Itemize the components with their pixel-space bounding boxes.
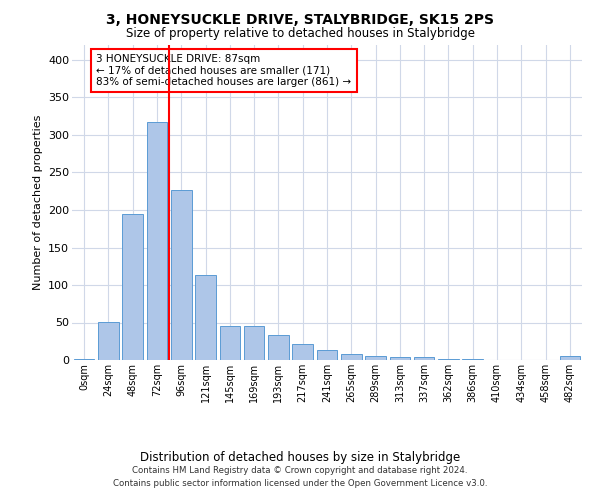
Bar xyxy=(268,334,289,360)
Bar xyxy=(463,359,483,360)
Bar xyxy=(220,326,240,360)
Bar xyxy=(292,344,313,360)
Bar xyxy=(560,356,580,360)
Bar xyxy=(244,326,265,360)
Bar xyxy=(317,350,337,360)
Bar xyxy=(74,358,94,360)
Bar xyxy=(341,354,362,360)
Text: Distribution of detached houses by size in Stalybridge: Distribution of detached houses by size … xyxy=(140,451,460,464)
Bar xyxy=(98,322,119,360)
Bar xyxy=(171,190,191,360)
Bar xyxy=(389,357,410,360)
Text: 3, HONEYSUCKLE DRIVE, STALYBRIDGE, SK15 2PS: 3, HONEYSUCKLE DRIVE, STALYBRIDGE, SK15 … xyxy=(106,12,494,26)
Bar xyxy=(438,358,459,360)
Text: Size of property relative to detached houses in Stalybridge: Size of property relative to detached ho… xyxy=(125,28,475,40)
Text: Contains HM Land Registry data © Crown copyright and database right 2024.
Contai: Contains HM Land Registry data © Crown c… xyxy=(113,466,487,487)
Y-axis label: Number of detached properties: Number of detached properties xyxy=(32,115,43,290)
Bar xyxy=(146,122,167,360)
Text: 3 HONEYSUCKLE DRIVE: 87sqm
← 17% of detached houses are smaller (171)
83% of sem: 3 HONEYSUCKLE DRIVE: 87sqm ← 17% of deta… xyxy=(96,54,352,87)
Bar xyxy=(122,214,143,360)
Bar xyxy=(195,274,216,360)
Bar xyxy=(365,356,386,360)
Bar xyxy=(414,357,434,360)
